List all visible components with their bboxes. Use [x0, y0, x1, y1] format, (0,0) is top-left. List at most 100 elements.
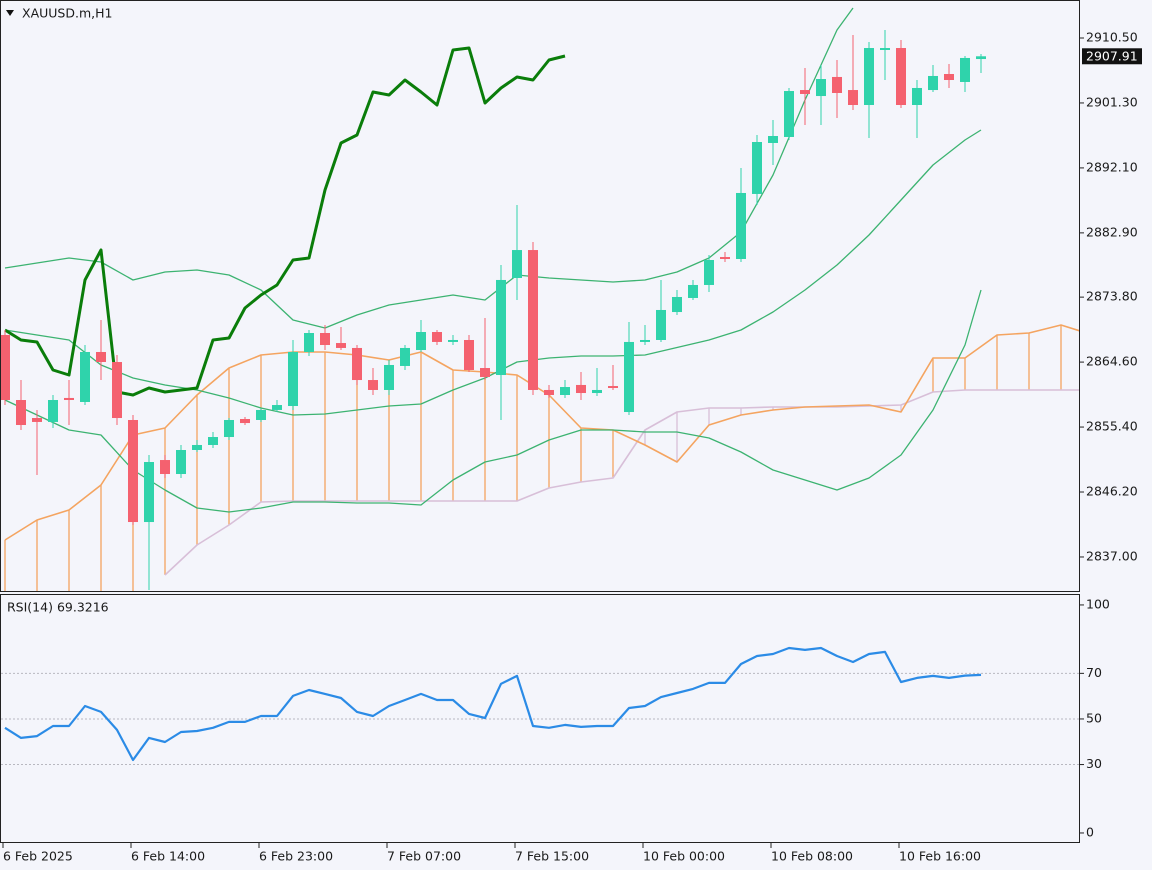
candle-body: [32, 418, 42, 422]
y-tick-label: 2873.80: [1086, 289, 1138, 304]
candle-body: [224, 419, 234, 438]
candle-body: [944, 74, 954, 81]
candle-body: [960, 57, 970, 82]
x-tick-label: 6 Feb 14:00: [131, 849, 205, 864]
indicator-line: [4, 289, 982, 513]
candle-body: [752, 141, 762, 194]
x-tick-label: 7 Feb 15:00: [515, 849, 589, 864]
y-tick-label: 2846.20: [1086, 484, 1138, 499]
chart-title: XAUUSD.m,H1: [22, 6, 112, 21]
y-tick-label: 70: [1086, 665, 1102, 680]
candle-body: [400, 347, 410, 366]
indicator-line: [4, 7, 854, 329]
candle-body: [288, 351, 298, 407]
candle-body: [736, 192, 746, 259]
rsi-panel-border: [0, 594, 1080, 843]
candle-body: [880, 48, 890, 50]
candle-body: [704, 259, 714, 285]
candle-body: [112, 362, 122, 419]
candle-body: [144, 462, 154, 523]
y-tick-label: 100: [1086, 596, 1110, 611]
y-tick-label: 2855.40: [1086, 419, 1138, 434]
candle-body: [16, 400, 26, 426]
candle-body: [688, 284, 698, 298]
y-tick-label: 2837.00: [1086, 548, 1138, 563]
y-tick-label: 2910.50: [1086, 29, 1138, 44]
candle-body: [448, 339, 458, 342]
candle-body: [432, 332, 442, 342]
y-tick-label: 2864.60: [1086, 354, 1138, 369]
candle-body: [416, 332, 426, 351]
indicator-line: [4, 46, 566, 397]
candle-body: [816, 79, 826, 97]
candle-body: [128, 419, 138, 523]
x-tick-label: 10 Feb 08:00: [771, 849, 853, 864]
candle-body: [368, 380, 378, 390]
y-tick-label: 2901.30: [1086, 94, 1138, 109]
main-plot: [1, 7, 1079, 591]
last-price-label: 2907.91: [1086, 48, 1138, 63]
candle-body: [96, 351, 106, 363]
candle-body: [800, 90, 810, 94]
candle-body: [864, 48, 874, 105]
candle-body: [240, 419, 250, 424]
rsi-title: RSI(14) 69.3216: [7, 600, 109, 615]
candle-body: [336, 343, 346, 348]
candle-body: [768, 135, 778, 143]
candle-body: [976, 56, 986, 60]
candle-body: [720, 257, 730, 259]
candle-body: [592, 389, 602, 394]
candle-body: [320, 333, 330, 346]
candle-body: [896, 48, 906, 105]
y-tick-label: 0: [1086, 824, 1094, 839]
x-tick-label: 10 Feb 16:00: [899, 849, 981, 864]
candle-body: [672, 296, 682, 313]
candle-body: [208, 437, 218, 445]
candle-body: [48, 400, 58, 422]
candle-body: [176, 450, 186, 475]
candle-body: [304, 333, 314, 352]
candle-body: [1, 334, 10, 401]
candle-body: [496, 279, 506, 376]
candle-body: [848, 90, 858, 105]
x-tick-label: 6 Feb 2025: [3, 849, 73, 864]
candle-body: [160, 460, 170, 475]
candle-body: [576, 384, 586, 394]
x-tick-label: 7 Feb 07:00: [387, 849, 461, 864]
candle-body: [832, 76, 842, 93]
last-price-box: [1082, 48, 1142, 65]
senkou-span-b: [164, 389, 1079, 576]
candle-body: [272, 405, 282, 410]
axes: 2837.00 2846.20 2855.40 2864.60 2873.80 2882.…: [2, 29, 1142, 864]
candle-body: [928, 75, 938, 91]
candle-body: [80, 351, 90, 402]
candle-body: [912, 87, 922, 105]
y-tick-label: 30: [1086, 756, 1102, 771]
rsi-line: [4, 646, 982, 762]
candle-body: [480, 368, 490, 377]
candle-body: [256, 409, 266, 420]
candle-body: [624, 341, 634, 413]
candle-body: [544, 389, 554, 395]
x-tick-label: 10 Feb 00:00: [643, 849, 725, 864]
candle-body: [384, 364, 394, 390]
symbol-menu-arrow[interactable]: [6, 10, 14, 16]
candle-body: [784, 91, 794, 137]
rsi-plot: [1, 646, 1079, 766]
candle-body: [608, 386, 618, 389]
candle-body: [512, 250, 522, 278]
candle-body: [640, 339, 650, 342]
y-tick-label: 2892.10: [1086, 159, 1138, 174]
x-tick-label: 6 Feb 23:00: [259, 849, 333, 864]
candle-body: [64, 397, 74, 401]
candle-body: [656, 309, 666, 340]
candle-body: [560, 387, 570, 395]
candle-body: [464, 339, 474, 370]
y-tick-label: 50: [1086, 710, 1102, 725]
candle-body: [528, 250, 538, 390]
candle-body: [192, 444, 202, 451]
candle-body: [352, 347, 362, 381]
